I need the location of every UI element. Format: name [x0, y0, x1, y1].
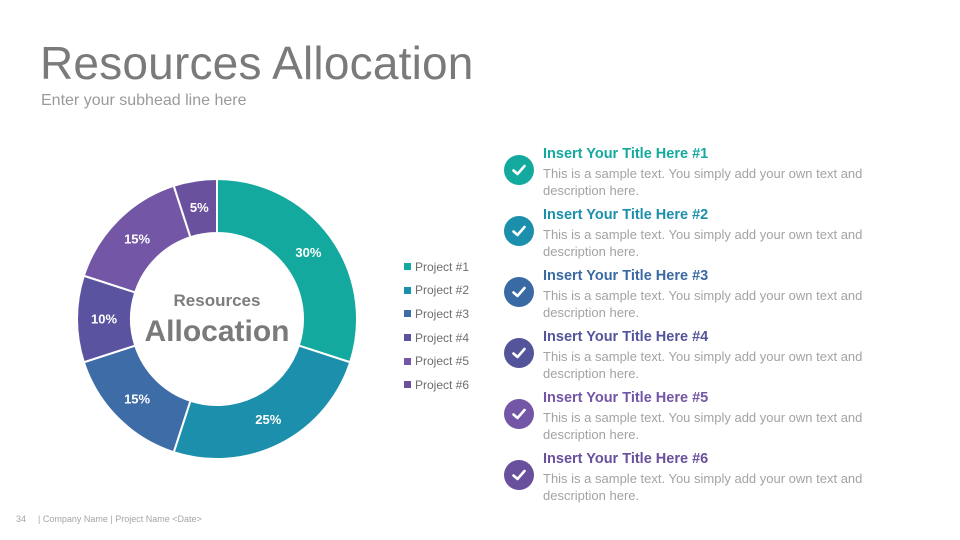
slice-label: 30%	[295, 245, 321, 260]
item-description: This is a sample text. You simply add yo…	[543, 227, 863, 259]
item-description: This is a sample text. You simply add yo…	[543, 471, 863, 503]
legend-swatch	[404, 381, 411, 389]
check-circle-icon	[504, 460, 534, 490]
chart-legend: Project #1 Project #2 Project #3 Project #4…	[404, 255, 469, 397]
item-description: This is a sample text. You simply add yo…	[543, 349, 863, 381]
legend-label: Project #4	[415, 330, 470, 345]
slice-label: 15%	[124, 391, 150, 406]
page-number: 34	[16, 514, 27, 524]
slide-footer: 34 | Company Name | Project Name <Date>	[16, 514, 202, 524]
list-item: Insert Your Title Here #1 This is a samp…	[503, 145, 903, 206]
donut-slice	[172, 344, 352, 460]
list-item: Insert Your Title Here #2 This is a samp…	[503, 206, 903, 267]
legend-swatch	[404, 334, 411, 342]
legend-item: Project #2	[404, 279, 469, 303]
list-item: Insert Your Title Here #4 This is a samp…	[503, 328, 903, 389]
list-item: Insert Your Title Here #6 This is a samp…	[503, 450, 903, 511]
legend-swatch	[404, 310, 411, 318]
legend-item: Project #4	[404, 326, 469, 350]
legend-label: Project #5	[415, 354, 470, 369]
donut-slice	[172, 178, 218, 239]
donut-center-line2: Allocation	[144, 315, 289, 348]
item-description: This is a sample text. You simply add yo…	[543, 166, 863, 198]
item-description: This is a sample text. You simply add yo…	[543, 288, 863, 320]
slice-label: 5%	[190, 200, 209, 215]
slide-title: Resources Allocation	[40, 37, 474, 89]
list-item: Insert Your Title Here #3 This is a samp…	[503, 267, 903, 328]
donut-chart-svg: 30% 25% 15% 10% 15% 5% Resources Allocation	[76, 178, 358, 460]
legend-item: Project #5	[404, 349, 469, 373]
item-title: Insert Your Title Here #6	[543, 451, 709, 467]
donut-chart: 30% 25% 15% 10% 15% 5% Resources Allocation	[76, 178, 358, 460]
check-circle-icon	[504, 399, 534, 429]
legend-swatch	[404, 357, 411, 365]
slide-subtitle: Enter your subhead line here	[41, 92, 247, 109]
legend-swatch	[404, 263, 411, 271]
legend-item: Project #3	[404, 302, 469, 326]
item-title: Insert Your Title Here #2	[543, 207, 709, 223]
item-title: Insert Your Title Here #1	[543, 146, 709, 162]
item-title: Insert Your Title Here #5	[543, 390, 709, 406]
check-circle-icon	[504, 338, 534, 368]
check-circle-icon	[504, 277, 534, 307]
slice-label: 15%	[124, 232, 150, 247]
check-circle-icon	[504, 216, 534, 246]
legend-label: Project #3	[415, 306, 470, 321]
legend-item: Project #6	[404, 373, 469, 397]
item-title: Insert Your Title Here #4	[543, 329, 709, 345]
legend-label: Project #2	[415, 283, 470, 298]
legend-label: Project #1	[415, 259, 470, 274]
item-description: This is a sample text. You simply add yo…	[543, 410, 863, 442]
legend-item: Project #1	[404, 255, 469, 279]
donut-slice	[216, 178, 358, 364]
slice-label: 25%	[255, 412, 281, 427]
check-circle-icon	[504, 155, 534, 185]
footer-text: | Company Name | Project Name <Date>	[38, 514, 202, 524]
project-list: Insert Your Title Here #1 This is a samp…	[503, 145, 903, 511]
legend-swatch	[404, 286, 411, 294]
slice-label: 10%	[91, 312, 117, 327]
legend-label: Project #6	[415, 377, 470, 392]
list-item: Insert Your Title Here #5 This is a samp…	[503, 389, 903, 450]
item-title: Insert Your Title Here #3	[543, 268, 709, 284]
donut-center-line1: Resources	[174, 291, 261, 310]
